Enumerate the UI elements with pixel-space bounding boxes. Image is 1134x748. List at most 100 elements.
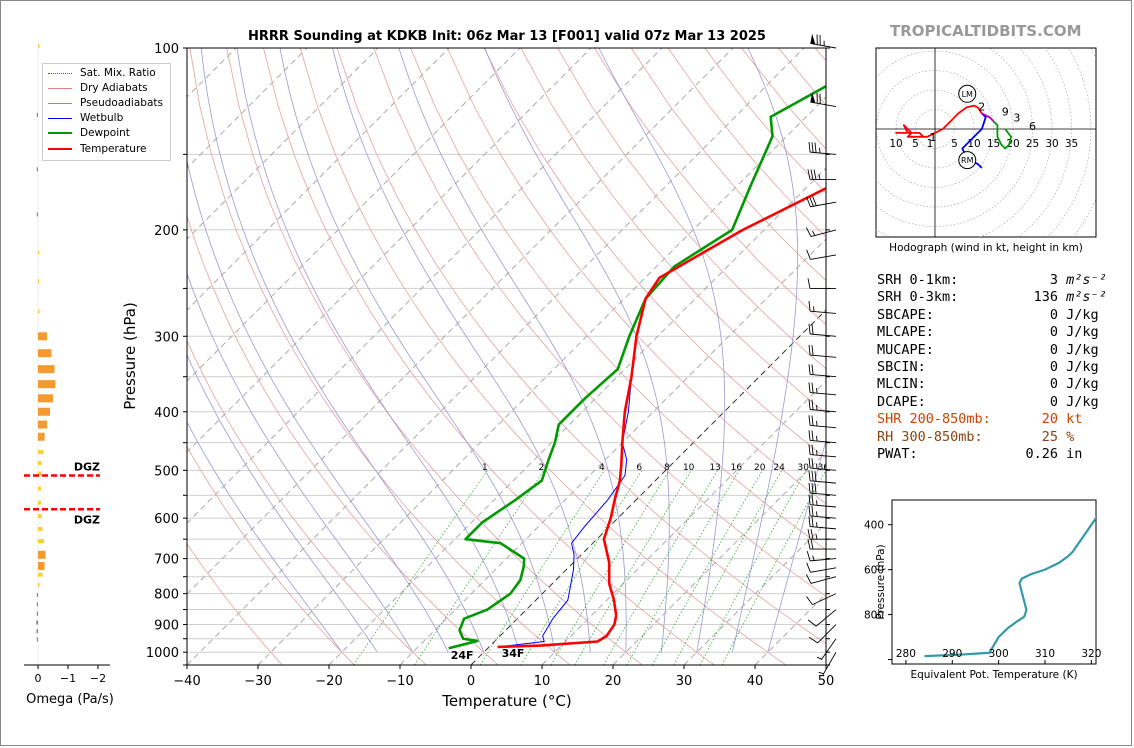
- param-row: SRH 0-1km: 3 m²s⁻²: [877, 272, 1107, 289]
- wind-barb-flag: [811, 345, 814, 356]
- param-value: 136: [1033, 289, 1058, 306]
- hodograph-ring-label: 10: [967, 138, 980, 150]
- y-tick-label: 700: [154, 553, 179, 568]
- omega-bar: [36, 620, 38, 625]
- wind-barb-half: [818, 174, 821, 180]
- omega-x-tick-label: 0: [35, 672, 42, 685]
- parameter-table: SRH 0-1km: 3 m²s⁻² SRH 0-3km: 136 m²s⁻² SBCA…: [877, 272, 1107, 463]
- mixing-ratio-line: [603, 470, 718, 665]
- param-unit: kt: [1058, 411, 1083, 428]
- legend-item-temperature: Temperature: [43, 142, 147, 156]
- legend-label: Dewpoint: [80, 127, 130, 139]
- pseudoadiabat: [200, 48, 485, 653]
- wind-barb-staff: [810, 254, 837, 260]
- wind-barb: [808, 482, 837, 496]
- omega-bar: [38, 526, 43, 531]
- pseudoadiabat: [398, 48, 627, 653]
- wind-barb-staff: [810, 310, 837, 314]
- wind-barb-flag: [808, 382, 811, 393]
- wind-barb: [806, 196, 837, 208]
- omega-bar: [38, 420, 47, 429]
- param-label: SBCIN:: [877, 359, 926, 376]
- skewt-plot-area: 1 2 4 6 8 10 13 16 20 24 30 36: [187, 48, 826, 665]
- mixing-ratio-label: 2: [538, 463, 544, 473]
- wind-barb: [806, 593, 837, 606]
- isotherm-line: [399, 238, 826, 665]
- pseudoadiabat: [187, 159, 449, 653]
- mixing-ratio-line: [574, 470, 692, 665]
- wind-barb-half: [816, 463, 818, 469]
- param-label: SRH 0-1km:: [877, 272, 959, 288]
- omega-bar: [36, 602, 38, 607]
- param-label: SRH 0-3km:: [877, 289, 959, 306]
- wind-barb: [808, 457, 837, 471]
- legend-label: Pseudoadiabats: [80, 97, 163, 109]
- hodograph-frame: [875, 47, 1097, 238]
- theta-e-x-tick-label: 320: [1081, 648, 1101, 660]
- omega-bar: [38, 279, 40, 284]
- wind-barb: [818, 651, 837, 675]
- x-tick-label: −10: [386, 674, 413, 689]
- wind-barb-flag: [809, 196, 814, 207]
- wind-barb-flag: [808, 300, 811, 312]
- theta-e-x-tick-label: 300: [989, 648, 1009, 660]
- hodograph-ring-label: 1: [927, 138, 934, 150]
- wind-barb-flag: [808, 344, 811, 356]
- omega-bar: [36, 592, 38, 597]
- wind-barb-flag: [811, 470, 814, 482]
- wind-barb-half: [812, 555, 815, 561]
- pseudoadiabat: [187, 421, 343, 653]
- wind-barb-flag: [810, 529, 814, 540]
- wind-barb-flag: [808, 482, 811, 494]
- omega-x-tick-label: −2: [90, 672, 106, 685]
- site-watermark: TROPICALTIDBITS.COM: [890, 22, 1082, 40]
- theta-e-y-tick-label: 400: [864, 520, 884, 532]
- wind-barb: [808, 141, 837, 155]
- wind-barb-half: [816, 388, 818, 394]
- wind-barb: [807, 169, 836, 180]
- mixing-ratio-label: 13: [709, 463, 720, 473]
- hodograph-ring-label: 15: [987, 138, 1000, 150]
- y-axis-label: Pressure (hPa): [121, 302, 139, 410]
- dry-adiabat: [557, 48, 826, 370]
- series-temperature-line: [497, 186, 826, 649]
- wind-barb-flag: [811, 142, 814, 153]
- param-row: SBCIN: 0 J/kg: [877, 359, 1107, 376]
- param-value: 0: [1049, 376, 1058, 393]
- hodograph-ring-label: 5: [951, 138, 958, 150]
- wind-barb-half: [816, 522, 818, 528]
- dry-adiabat: [594, 48, 826, 326]
- omega-bar: [36, 167, 38, 172]
- legend-item-pseudoadiabats: Pseudoadiabats: [43, 96, 163, 110]
- wind-barb-flag: [807, 529, 811, 540]
- pseudoadiabat: [598, 48, 726, 653]
- x-tick-label: 20: [605, 674, 622, 689]
- wind-barb: [808, 516, 837, 530]
- wind-barb: [806, 562, 837, 573]
- param-row: SRH 0-3km: 136 m²s⁻²: [877, 289, 1107, 306]
- legend-swatch: [48, 148, 72, 150]
- wind-barb-flag: [808, 457, 811, 469]
- wind-barb-flag: [808, 505, 811, 516]
- dry-adiabat: [373, 48, 826, 597]
- param-label: MLCAPE:: [877, 324, 934, 341]
- omega-bar: [38, 561, 45, 570]
- wind-barb-flag: [813, 169, 817, 180]
- wind-barb-staff: [810, 504, 837, 508]
- wind-barb-half: [812, 230, 816, 236]
- surface-temp-label: 34F: [502, 647, 525, 660]
- theta-e-line: [924, 516, 1096, 658]
- pseudoadiabat: [731, 48, 799, 653]
- mixing-ratio-label: 6: [636, 463, 642, 473]
- wind-barb-flag: [806, 249, 811, 260]
- wind-barb: [807, 609, 837, 627]
- wind-barb-staff: [810, 480, 837, 484]
- wind-barb: [810, 33, 837, 49]
- y-tick-label: 600: [154, 512, 179, 527]
- omega-bar: [38, 514, 42, 519]
- wind-barb: [810, 92, 837, 107]
- dry-adiabat: [187, 339, 427, 665]
- param-label: RH 300-850mb:: [877, 428, 983, 445]
- hodograph-caption: Hodograph (wind in kt, height in km): [889, 242, 1083, 254]
- wind-barb-flag: [805, 574, 812, 584]
